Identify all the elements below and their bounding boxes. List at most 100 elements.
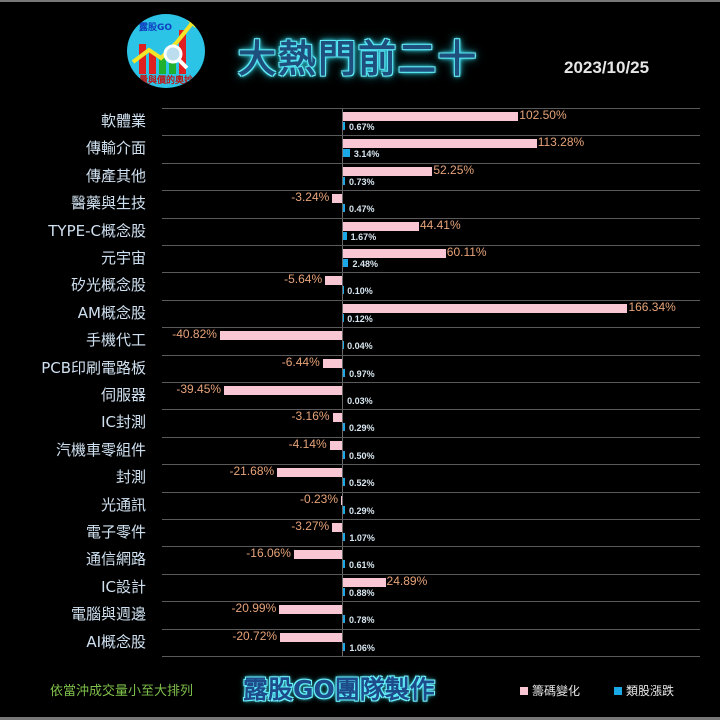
legend-item-sector-change: 類股漲跌	[614, 682, 674, 699]
chip-change-label: 24.89%	[386, 573, 428, 588]
sector-change-label: 0.03%	[347, 396, 373, 406]
logo-text: 露股GO	[139, 23, 173, 33]
logo-bar-icon	[149, 52, 156, 74]
sector-change-label: 0.50%	[349, 450, 375, 461]
chart-row: AI概念股 -20.72% 1.06%	[0, 629, 720, 656]
gridline	[162, 354, 700, 356]
sector-change-bar	[343, 204, 345, 213]
gridline	[162, 464, 700, 466]
category-label: PCB印刷電路板	[41, 358, 146, 377]
sector-change-bar	[343, 176, 345, 185]
logo-bar-icon	[159, 56, 166, 74]
gridline	[162, 217, 700, 219]
sector-change-label: 0.29%	[349, 423, 375, 434]
category-label: AM概念股	[77, 303, 146, 322]
chip-change-bar	[341, 495, 342, 505]
chip-change-bar	[343, 166, 433, 176]
sector-change-label: 0.88%	[349, 587, 375, 598]
credit-title: 露股GO團隊製作	[243, 675, 435, 704]
chip-change-label: 166.34%	[628, 299, 676, 314]
sector-change-label: 3.14%	[353, 149, 380, 160]
chip-change-bar	[322, 358, 342, 368]
chip-change-bar	[343, 577, 386, 587]
legend-item-chip-change: 籌碼變化	[520, 682, 580, 699]
sector-change-label: 2.48%	[352, 259, 378, 269]
sector-change-bar	[343, 423, 345, 432]
gridline	[162, 299, 700, 301]
chip-change-bar	[343, 249, 446, 258]
chart-row: 手機代工 -40.82% 0.04%	[0, 327, 720, 354]
bottom-border	[0, 717, 720, 720]
category-label: 矽光概念股	[70, 276, 146, 295]
chip-change-label: -20.99%	[231, 601, 277, 616]
sort-note: 依當沖成交量小至大排列	[50, 684, 194, 699]
gridline	[162, 519, 700, 520]
gridline	[162, 409, 700, 411]
chip-change-label: 113.28%	[537, 135, 585, 150]
sector-change-label: 0.78%	[349, 615, 375, 626]
gridline	[162, 491, 700, 493]
gridline	[162, 272, 700, 274]
logo-bar-icon	[139, 44, 146, 74]
brand-logo: 露股GO 量與價的奧妙	[127, 14, 205, 88]
logo-bar-icon	[179, 30, 186, 74]
category-label: 封測	[115, 468, 146, 487]
chart-row: 傳輸介面 113.28% 3.14%	[0, 135, 720, 162]
sector-change-bar	[343, 122, 345, 130]
gridline	[162, 436, 700, 438]
category-label: 電腦與週邊	[70, 605, 146, 624]
category-label: TYPE-C概念股	[48, 221, 146, 240]
sector-change-label: 0.97%	[349, 368, 375, 379]
chart-row: PCB印刷電路板 -6.44% 0.97%	[0, 355, 720, 382]
sector-change-label: 1.67%	[350, 231, 377, 242]
chip-change-bar	[325, 276, 342, 286]
chart-row: IC設計 24.89% 0.88%	[0, 574, 720, 601]
chip-change-label: -20.72%	[232, 628, 278, 643]
chart-row: 伺服器 -39.45% 0.03%	[0, 382, 720, 409]
chart-row: TYPE-C概念股 44.41% 1.67%	[0, 218, 720, 245]
category-label: 手機代工	[85, 331, 146, 350]
chip-change-label: -39.45%	[176, 382, 222, 396]
sector-change-label: 0.61%	[349, 560, 375, 571]
chip-change-bar	[219, 331, 342, 341]
gridline	[162, 546, 700, 548]
chip-change-label: 102.50%	[519, 108, 567, 122]
gridline	[162, 162, 700, 164]
sector-change-bar	[343, 615, 345, 624]
category-label: 傳輸介面	[85, 139, 146, 158]
sector-change-bar	[343, 533, 346, 541]
chart-row: 元宇宙 60.11% 2.48%	[0, 245, 720, 272]
gridline	[162, 190, 700, 192]
category-label: 汽機車零組件	[55, 440, 146, 459]
gridline	[162, 245, 700, 246]
sector-change-bar	[343, 259, 349, 267]
sector-change-label: 0.12%	[347, 313, 373, 324]
chart-row: 矽光概念股 -5.64% 0.10%	[0, 272, 720, 299]
chip-change-bar	[293, 550, 342, 560]
sector-change-bar	[343, 368, 346, 377]
chip-change-label: 44.41%	[419, 217, 461, 232]
chip-change-bar	[332, 194, 342, 204]
chart-row: 光通訊 -0.23% 0.29%	[0, 492, 720, 519]
chip-change-bar	[277, 468, 342, 478]
report-date: 2023/10/25	[564, 58, 650, 77]
legend-label: 類股漲跌	[626, 684, 675, 698]
sector-change-bar	[343, 560, 345, 569]
chart-row: 封測 -21.68% 0.52%	[0, 464, 720, 491]
sector-change-label: 1.06%	[349, 642, 375, 653]
sector-change-bar	[343, 478, 345, 487]
chip-change-label: -16.06%	[246, 546, 291, 561]
category-label: 通信網路	[85, 550, 146, 569]
logo-subtitle: 量與價的奧妙	[138, 76, 193, 86]
category-label: 光通訊	[100, 495, 146, 514]
chip-change-bar	[343, 139, 537, 149]
sector-change-label: 0.52%	[349, 478, 375, 489]
sector-change-bar	[343, 450, 345, 459]
blue-square-icon	[614, 686, 622, 695]
sector-change-label: 0.73%	[349, 176, 375, 187]
category-label: AI概念股	[86, 632, 146, 651]
category-label: 伺服器	[100, 386, 146, 404]
chip-change-bar	[332, 523, 342, 532]
sector-change-label: 0.10%	[347, 286, 373, 297]
chart-row: IC封測 -3.16% 0.29%	[0, 409, 720, 436]
